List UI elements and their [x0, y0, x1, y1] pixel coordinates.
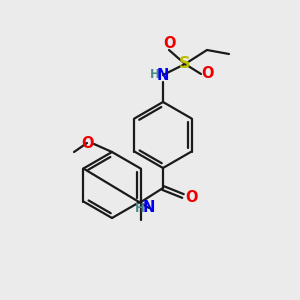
Text: S: S	[179, 56, 191, 71]
Text: O: O	[185, 190, 197, 206]
Text: H: H	[135, 202, 145, 214]
Text: N: N	[143, 200, 155, 215]
Text: O: O	[81, 136, 93, 151]
Text: O: O	[202, 67, 214, 82]
Text: H: H	[150, 68, 160, 82]
Text: O: O	[163, 35, 175, 50]
Text: N: N	[157, 68, 169, 82]
